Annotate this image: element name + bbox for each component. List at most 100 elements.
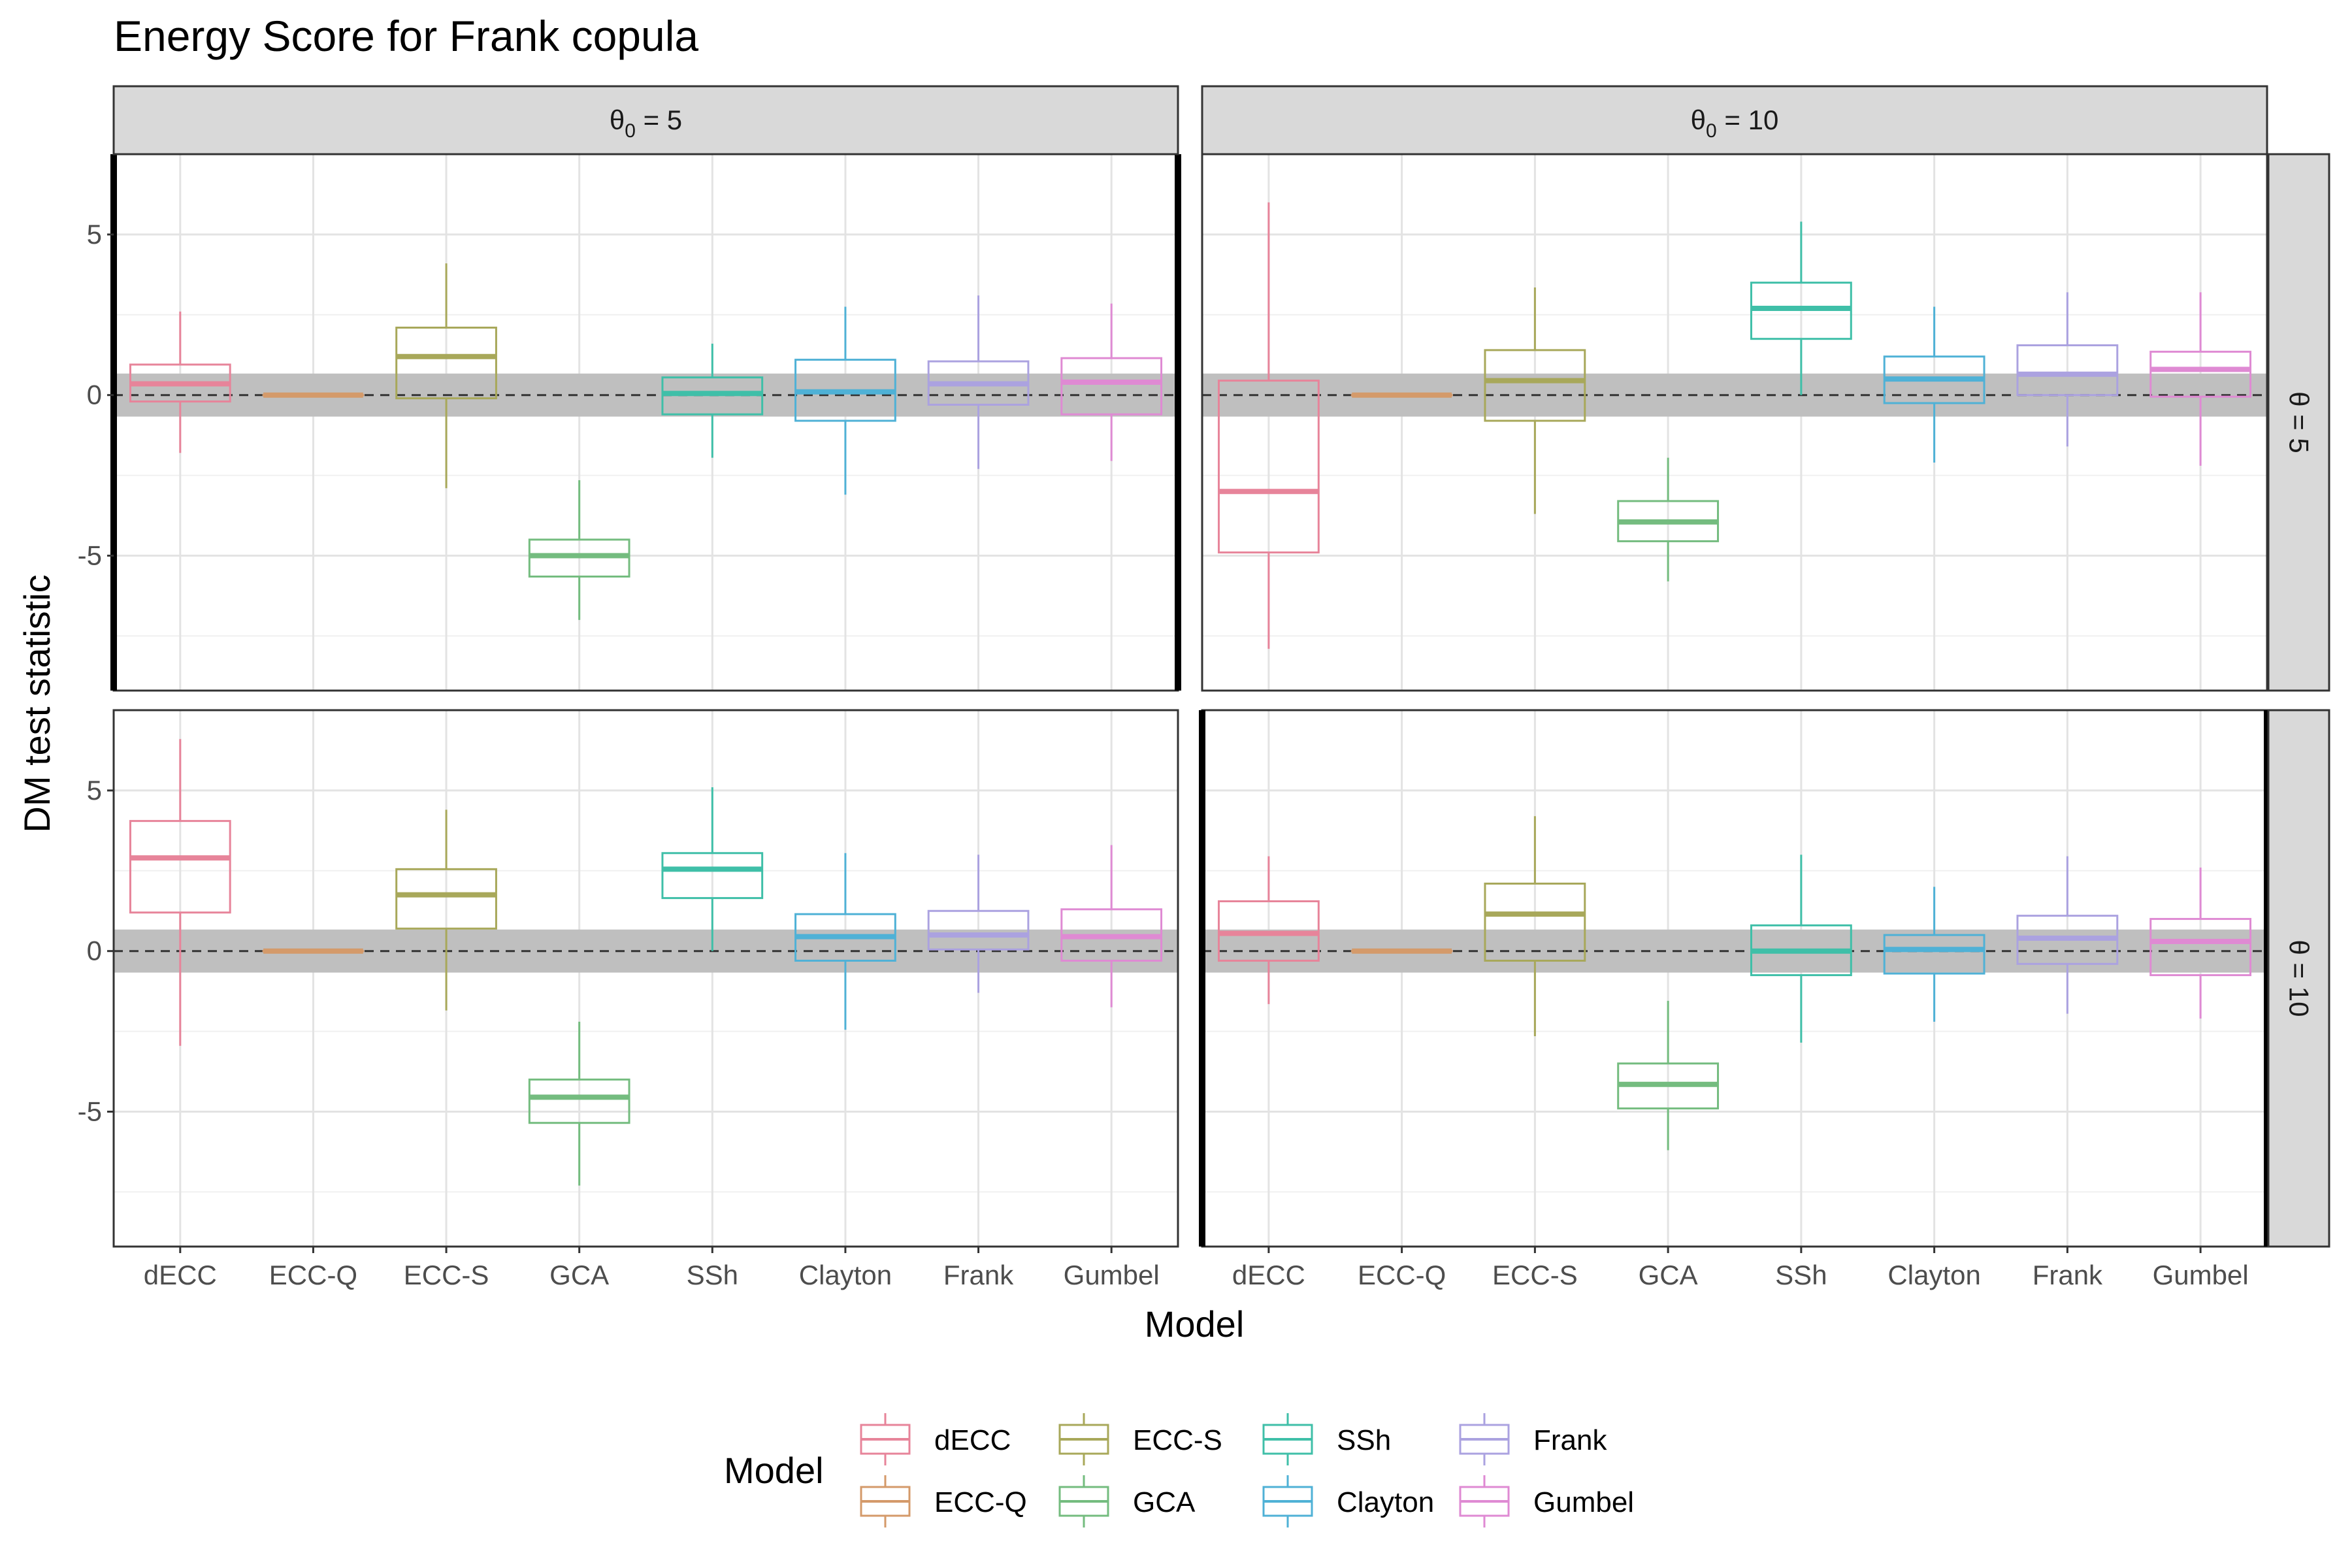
- box-ssh: [1750, 221, 1852, 395]
- legend: Model dECC ECC-Q ECC-S GCA SSh Clayton Frank Gu…: [724, 1413, 1634, 1527]
- box-frank: [2016, 856, 2119, 1014]
- box-body: [2149, 350, 2252, 398]
- box-clayton: [794, 306, 896, 495]
- x-tick-label: ECC-S: [1492, 1260, 1578, 1290]
- x-tick-label: Clayton: [1887, 1260, 1980, 1290]
- legend-label: Clayton: [1337, 1486, 1434, 1518]
- box-gumbel: [2149, 867, 2252, 1019]
- strip-background: [2267, 153, 2330, 692]
- box-ecc-s: [395, 809, 497, 1011]
- box-gca: [528, 1021, 630, 1186]
- x-tick-label: ECC-Q: [269, 1260, 357, 1290]
- legend-item-ecc-q: ECC-Q: [860, 1475, 1027, 1527]
- box-ssh: [661, 787, 764, 951]
- y-tick-label: -5: [78, 540, 102, 571]
- box-ssh: [1750, 855, 1852, 1043]
- row-strip-1: θ = 10: [2267, 709, 2330, 1248]
- box-frank: [927, 855, 1030, 993]
- x-tick-label: Frank: [943, 1260, 1014, 1290]
- y-tick-label: 5: [87, 219, 102, 250]
- box-gca: [528, 480, 630, 620]
- strip-background: [2267, 709, 2330, 1248]
- box-ecc-s: [395, 263, 497, 489]
- box-clayton: [1883, 887, 1985, 1022]
- legend-label: ECC-Q: [934, 1486, 1027, 1518]
- row-strip-label: θ = 10: [2284, 940, 2315, 1017]
- legend-item-ssh: SSh: [1262, 1413, 1391, 1465]
- box-body: [129, 820, 231, 914]
- panel-r1-c0: 5 0 -5 dECC ECC-Q ECC-S GCA SSh Clayton Frank Gumb…: [78, 709, 1179, 1290]
- y-tick-label: -5: [78, 1096, 102, 1127]
- box-body: [1060, 357, 1163, 416]
- y-tick-label: 0: [87, 380, 102, 410]
- y-tick-label: 0: [87, 936, 102, 966]
- box-ssh: [661, 344, 764, 458]
- strip-background: [1201, 85, 2268, 155]
- x-tick-label: ECC-S: [404, 1260, 489, 1290]
- row-strip-0: θ = 5: [2267, 153, 2330, 692]
- box-body: [1883, 934, 1985, 975]
- column-strip-label: θ0 = 5: [610, 105, 682, 142]
- y-tick-label: 5: [87, 775, 102, 806]
- legend-item-frank: Frank: [1459, 1413, 1607, 1465]
- x-tick-label: ECC-Q: [1358, 1260, 1446, 1290]
- panel-background: [1202, 154, 2267, 691]
- box-decc: [129, 311, 231, 453]
- panel-r0-c0: 5 0 -5: [78, 153, 1181, 692]
- panels: 5 0 -5 5 0 -5 dECC ECC-Q ECC-S GCA SSh Clayton Frank…: [78, 85, 2330, 1290]
- box-ecc-s: [1484, 816, 1586, 1036]
- legend-item-decc: dECC: [860, 1413, 1011, 1465]
- y-axis-label: DM test statistic: [16, 574, 57, 832]
- box-frank: [927, 295, 1030, 469]
- legend-label: Frank: [1533, 1424, 1607, 1456]
- panel-background: [114, 154, 1178, 691]
- strip-background: [112, 85, 1179, 155]
- x-tick-label: Clayton: [799, 1260, 892, 1290]
- box-gumbel: [1060, 303, 1163, 461]
- legend-item-clayton: Clayton: [1262, 1475, 1434, 1527]
- x-axis-label: Model: [1145, 1303, 1245, 1345]
- legend-title: Model: [724, 1450, 824, 1491]
- legend-label: dECC: [934, 1424, 1011, 1456]
- legend-label: Gumbel: [1533, 1486, 1634, 1518]
- box-frank: [2016, 292, 2119, 447]
- box-body: [1484, 349, 1586, 422]
- box-body: [1217, 380, 1320, 554]
- box-gca: [1617, 1000, 1720, 1151]
- x-tick-label: Gumbel: [2153, 1260, 2249, 1290]
- legend-label: ECC-S: [1133, 1424, 1222, 1456]
- box-body: [2016, 344, 2119, 397]
- legend-item-ecc-s: ECC-S: [1058, 1413, 1222, 1465]
- x-tick-label: dECC: [144, 1260, 217, 1290]
- x-tick-label: Frank: [2033, 1260, 2103, 1290]
- box-gumbel: [1060, 845, 1163, 1007]
- column-strip-1: θ0 = 10: [1201, 85, 2268, 155]
- legend-label: SSh: [1337, 1424, 1391, 1456]
- panel-r1-c1: dECC ECC-Q ECC-S GCA SSh Clayton Frank Gumbel: [1199, 709, 2270, 1290]
- panel-border: [112, 709, 1179, 1248]
- box-ecc-s: [1484, 287, 1586, 514]
- box-decc: [1217, 202, 1320, 649]
- x-tick-label: GCA: [549, 1260, 609, 1290]
- box-gumbel: [2149, 292, 2252, 466]
- box-gca: [1617, 457, 1720, 581]
- box-body: [395, 326, 497, 400]
- chart-title: Energy Score for Frank copula: [114, 12, 698, 60]
- column-strip-0: θ0 = 5: [112, 85, 1179, 155]
- box-body: [2149, 918, 2252, 977]
- legend-item-gumbel: Gumbel: [1459, 1475, 1634, 1527]
- box-body: [661, 852, 764, 900]
- row-strip-label: θ = 5: [2284, 391, 2315, 453]
- box-body: [395, 868, 497, 930]
- legend-label: GCA: [1133, 1486, 1196, 1518]
- box-body: [927, 909, 1030, 951]
- box-body: [528, 1078, 630, 1124]
- panel-background: [114, 710, 1178, 1247]
- x-tick-label: GCA: [1639, 1260, 1698, 1290]
- box-decc: [1217, 856, 1320, 1004]
- box-body: [1484, 882, 1586, 962]
- box-clayton: [794, 853, 896, 1030]
- panel-background: [1202, 710, 2267, 1247]
- x-tick-label: SSh: [1775, 1260, 1827, 1290]
